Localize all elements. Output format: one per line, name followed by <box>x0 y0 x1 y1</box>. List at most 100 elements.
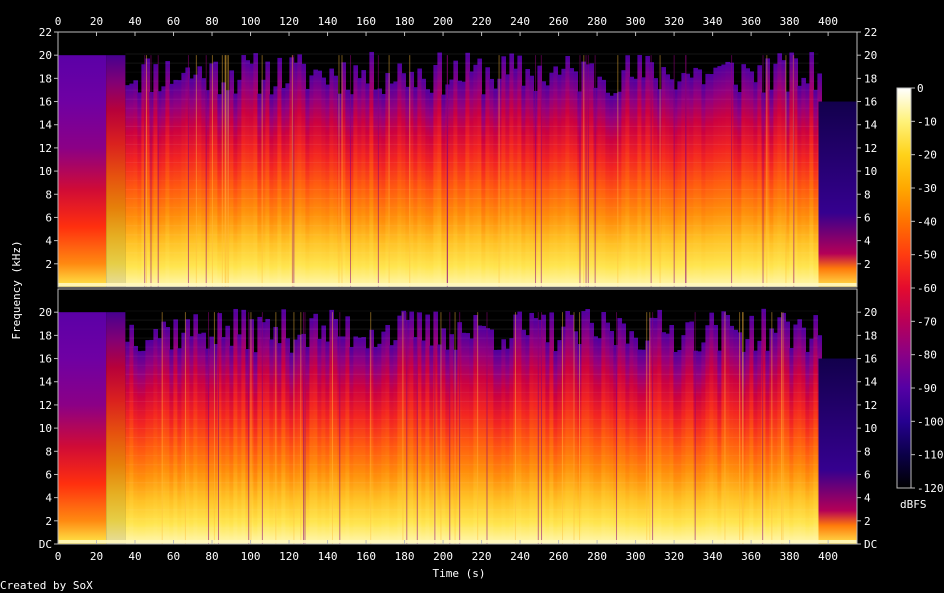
spectrum-column <box>473 315 478 544</box>
colorbar-scale <box>896 87 912 489</box>
spectrum-column <box>289 352 294 544</box>
y-tick-label-right: 4 <box>864 235 871 248</box>
spectrum-column <box>557 74 562 288</box>
spectrum-column <box>537 319 542 544</box>
spectrum-column <box>697 69 702 287</box>
spectrum-column <box>685 322 690 544</box>
spectrum-column <box>209 336 214 544</box>
spectrum-column <box>197 66 202 287</box>
spectrum-column <box>609 330 614 544</box>
y-tick-label-right: 2 <box>864 258 871 271</box>
y-tick-label-left: 18 <box>39 72 52 85</box>
colorbar-tick-label: -30 <box>917 182 937 195</box>
spectrum-column <box>637 54 642 287</box>
outro-region <box>818 101 857 287</box>
spectrum-column <box>421 340 426 544</box>
spectrum-column <box>177 80 182 287</box>
spectrum-column <box>377 343 382 544</box>
spectrum-column <box>789 52 794 287</box>
plot-frame <box>57 288 858 545</box>
spectrum-column <box>545 85 550 287</box>
spectrum-column <box>705 325 710 544</box>
spectrum-column <box>181 72 186 287</box>
spectrum-column <box>649 317 654 544</box>
spectrum-column <box>509 338 514 544</box>
x-tick-label-top: 320 <box>664 15 684 28</box>
spectrum-column <box>453 60 458 288</box>
spectrum-column <box>813 315 818 544</box>
spectrum-column <box>185 67 190 287</box>
x-tick-label-bottom: 320 <box>664 550 684 563</box>
spectrum-column <box>801 77 806 288</box>
spectrum-column <box>513 314 518 544</box>
spectrum-column <box>597 76 602 288</box>
spectrum-column <box>457 80 462 288</box>
colorbar-tick-label: -120 <box>917 482 944 495</box>
spectrum-column <box>465 52 470 288</box>
spectrum-column <box>185 319 190 544</box>
spectrum-column <box>165 61 170 288</box>
spectrum-column <box>329 309 334 544</box>
spectrum-column <box>389 83 394 288</box>
spectrum-column <box>193 74 198 288</box>
spectrum-column <box>341 336 346 544</box>
spectrum-column <box>625 343 630 544</box>
spectrum-column <box>765 58 770 287</box>
spectrum-column <box>593 336 598 544</box>
spectrum-column <box>681 73 686 287</box>
x-tick-label-top: 140 <box>318 15 338 28</box>
y-tick-label-right: 14 <box>864 119 878 132</box>
spectrum-column <box>701 84 706 287</box>
y-tick-label-left: 6 <box>45 211 52 224</box>
spectrum-column <box>745 68 750 288</box>
spectrum-column <box>213 61 218 288</box>
spectrum-column <box>417 68 422 287</box>
y-tick-label-left: 12 <box>39 142 52 155</box>
x-tick-label-bottom: 360 <box>741 550 761 563</box>
spectrum-column <box>173 79 178 288</box>
y-tick-label-right: 18 <box>864 329 877 342</box>
x-tick-label-bottom: 40 <box>128 550 141 563</box>
spectrum-column <box>761 92 766 287</box>
spectrum-column <box>585 64 590 287</box>
spectrum-column <box>201 332 206 544</box>
spectrum-column <box>349 347 354 544</box>
spectrum-column <box>485 328 490 544</box>
colorbar-tick-label: -10 <box>917 115 937 128</box>
spectrum-column <box>581 61 586 287</box>
spectrum-column <box>417 312 422 544</box>
spectrum-column <box>645 55 650 287</box>
y-tick-label-right: 10 <box>864 165 877 178</box>
spectrum-column <box>521 85 526 288</box>
spectrum-column <box>469 71 474 288</box>
spectrum-column <box>157 338 162 544</box>
y-tick-label-left: 8 <box>45 445 52 458</box>
x-tick-label-top: 280 <box>587 15 607 28</box>
y-tick-label-right: 16 <box>864 353 877 366</box>
spectrum-column <box>393 81 398 288</box>
low-frequency-band <box>58 540 857 543</box>
spectrum-column <box>737 332 742 544</box>
spectrum-column <box>593 87 598 288</box>
y-tick-label-left: 14 <box>39 119 53 132</box>
spectrum-column <box>277 57 282 288</box>
spectrum-column <box>801 327 806 544</box>
spectrum-column <box>781 60 786 287</box>
spectrum-column <box>149 92 154 287</box>
spectrum-column <box>541 314 546 544</box>
spectrum-column <box>297 334 302 544</box>
y-tick-label-left: 4 <box>45 235 52 248</box>
spectrum-column <box>321 325 326 544</box>
spectrum-column <box>201 78 206 288</box>
spectrum-column <box>725 314 730 544</box>
spectrum-column <box>465 333 470 544</box>
x-tick-label-bottom: 220 <box>472 550 492 563</box>
spectrum-column <box>297 54 302 287</box>
spectrum-column <box>153 329 158 544</box>
axes: 0 0 20 20 40 40 60 60 80 80 100 100 120 120 140 140 160 1… <box>39 15 878 563</box>
spectrogram-channel-1 <box>57 31 858 288</box>
spectrum-column <box>709 312 714 544</box>
spectrum-column <box>761 308 766 544</box>
spectrum-column <box>613 93 618 287</box>
